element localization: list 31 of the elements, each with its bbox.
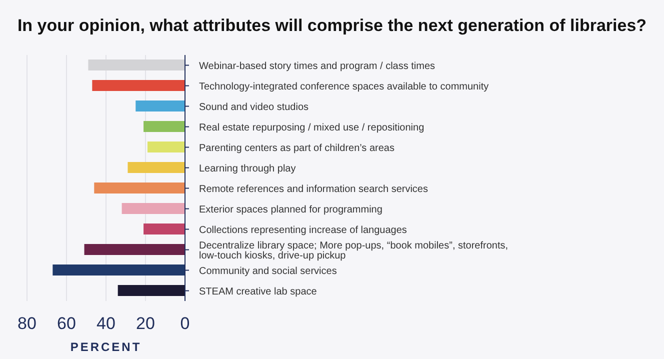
x-tick-label: 0 [180,314,190,334]
x-tick-label: 80 [18,314,36,334]
x-tick-label: 40 [96,314,116,334]
x-tick-label: 60 [57,314,76,334]
y-tick-label: Decentralize library space; More pop-ups, “book mobiles”, storefronts, low-touch kiosks, drive-up pickup [199,240,508,262]
y-tick-label: Webinar-based story times and program / class times [199,60,436,72]
y-tick-label: Technology-integrated conference spaces available to community [199,81,489,92]
y-tick-label: Collections representing increase of languages [199,224,407,236]
y-tick-label: Remote references and information search services [199,184,428,195]
bar [147,142,185,153]
y-tick-label: Real estate repurposing / mixed use / repositioning [199,122,424,134]
y-tick-label: Community and social services [199,266,337,277]
y-tick-label: Parenting centers as part of children’s areas [199,142,394,154]
text: In your opinion, what attributes will comprise the next generation of libraries? [16,16,648,36]
y-tick-label: Sound and video studios [199,102,309,113]
bar [144,121,185,132]
bar [88,60,185,71]
bar [136,100,185,112]
x-axis-title: PERCENT [70,340,142,354]
y-tick-label: STEAM creative lab space [199,286,318,298]
x-tick-label: 20 [136,314,155,334]
bar [52,264,185,276]
y-tick-label: Learning through play [199,163,296,174]
bar [92,80,185,92]
bar [128,162,185,174]
bar [144,224,185,235]
bar [122,203,185,214]
bar [84,244,185,256]
bar [118,285,185,296]
y-tick-label: Exterior spaces planned for programming [199,204,382,216]
bar [94,182,185,194]
